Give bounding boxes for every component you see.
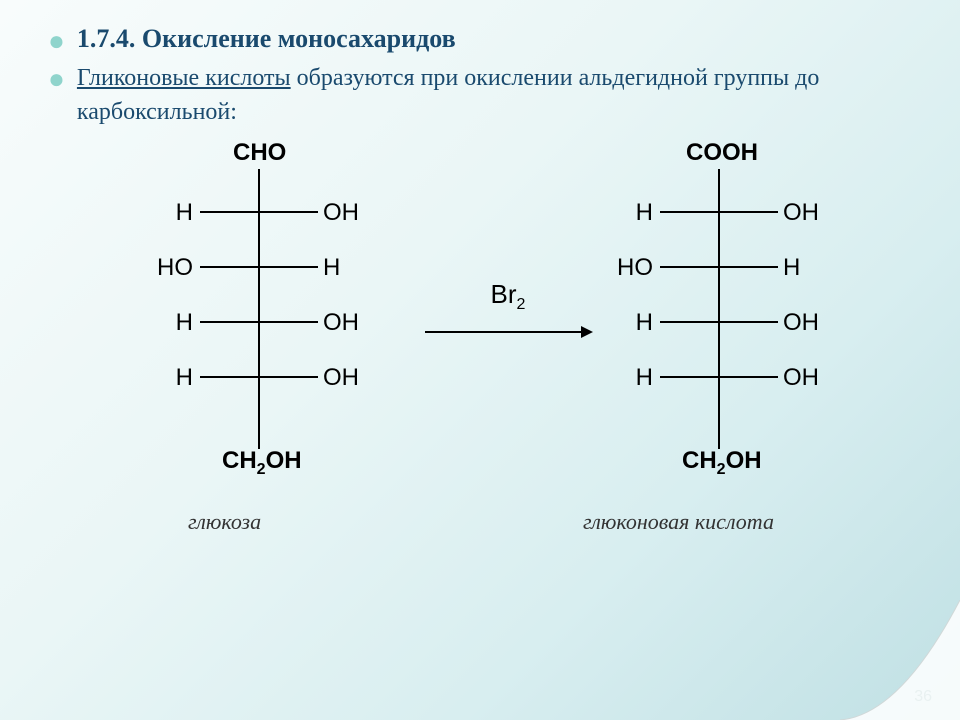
heading-1: 1.7.4. Окисление моносахаридов	[77, 24, 456, 54]
bond-line	[200, 321, 318, 323]
substituent-right: OH	[783, 199, 819, 227]
substituent-left: H	[636, 364, 653, 392]
reaction-diagram: CHO CH2OH HOHHOHHOHHOH COOH CH2OH HOHHOH…	[48, 139, 898, 579]
glucose-top-group: CHO	[233, 139, 286, 167]
reagent-label: Br2	[423, 279, 593, 314]
bond-line	[660, 321, 778, 323]
heading-line-1: ● 1.7.4. Окисление моносахаридов	[48, 24, 912, 56]
gluconic-caption: глюконовая кислота	[583, 509, 774, 535]
bond-line	[200, 376, 318, 378]
heading-2: Гликоновые кислоты образуются при окисле…	[77, 62, 912, 129]
substituent-right: OH	[783, 309, 819, 337]
slide-content: ● 1.7.4. Окисление моносахаридов ● Глико…	[0, 0, 960, 579]
glucose-caption: глюкоза	[188, 509, 261, 535]
page-curl-icon	[840, 600, 960, 720]
bullet-icon: ●	[48, 66, 65, 94]
substituent-right: H	[783, 254, 800, 282]
substituent-left: HO	[157, 254, 193, 282]
substituent-left: HO	[617, 254, 653, 282]
bond-line	[660, 376, 778, 378]
bullet-icon: ●	[48, 28, 65, 56]
bond-line	[660, 211, 778, 213]
substituent-right: OH	[323, 199, 359, 227]
bond-line	[200, 266, 318, 268]
substituent-right: OH	[323, 364, 359, 392]
gluconic-top-group: COOH	[686, 139, 758, 167]
glucose-bottom-group: CH2OH	[222, 447, 302, 479]
substituent-right: H	[323, 254, 340, 282]
page-number: 36	[914, 688, 932, 706]
substituent-right: OH	[323, 309, 359, 337]
heading-line-2: ● Гликоновые кислоты образуются при окис…	[48, 62, 912, 129]
substituent-left: H	[176, 309, 193, 337]
substituent-right: OH	[783, 364, 819, 392]
reaction-arrow-box: Br2	[423, 279, 593, 342]
substituent-left: H	[636, 309, 653, 337]
substituent-left: H	[636, 199, 653, 227]
substituent-left: H	[176, 364, 193, 392]
bond-line	[200, 211, 318, 213]
bond-line	[660, 266, 778, 268]
heading-2-underlined: Гликоновые кислоты	[77, 65, 291, 91]
substituent-left: H	[176, 199, 193, 227]
gluconic-bottom-group: CH2OH	[682, 447, 762, 479]
arrow-icon	[423, 322, 593, 342]
